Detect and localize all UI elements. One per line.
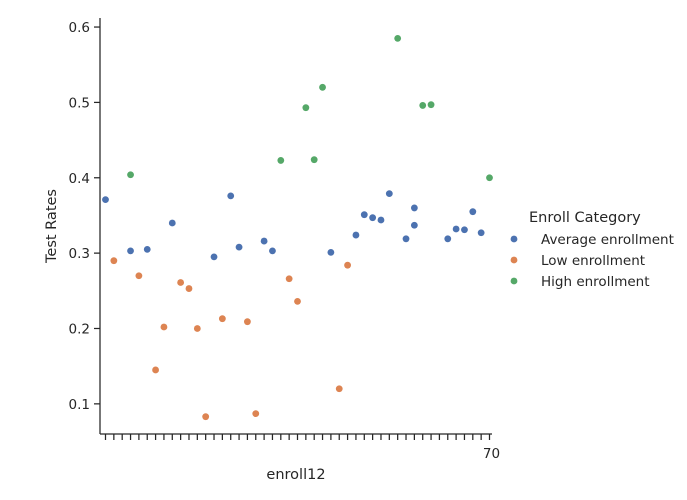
data-point [385, 190, 393, 197]
data-point [102, 196, 109, 204]
data-point [427, 101, 435, 109]
y-axis-title: Test Rates [44, 189, 60, 264]
data-point [477, 229, 485, 237]
data-point [302, 104, 310, 112]
data-point [177, 279, 185, 286]
legend-marker [510, 235, 518, 243]
data-point [352, 231, 360, 239]
legend-title: Enroll Category [529, 210, 641, 226]
data-point [310, 156, 318, 164]
data-point [377, 216, 385, 224]
y-tick-label: 0.4 [69, 171, 90, 187]
data-point [135, 272, 143, 280]
data-point [335, 385, 343, 393]
data-point [160, 323, 168, 331]
data-point [277, 157, 285, 164]
data-point [410, 221, 418, 229]
data-point [260, 237, 268, 245]
data-point [486, 174, 493, 182]
data-point [419, 102, 427, 109]
series-low-enrollment [110, 257, 351, 421]
data-point [410, 204, 418, 212]
series-high-enrollment [127, 34, 493, 182]
data-point [461, 226, 468, 234]
y-tick-label: 0.2 [69, 321, 90, 337]
data-point [127, 171, 134, 179]
data-point [143, 245, 151, 253]
data-point [210, 253, 218, 261]
y-tick-label: 0.5 [69, 95, 90, 111]
data-point [402, 235, 410, 243]
data-point [369, 214, 377, 222]
x-axis-title: enroll12 [266, 467, 325, 483]
data-point [360, 211, 368, 219]
data-point [294, 297, 301, 305]
data-point [252, 410, 260, 418]
data-points [102, 34, 493, 421]
data-point [193, 325, 201, 332]
x-tick-label: 70 [483, 446, 500, 462]
data-point [269, 247, 276, 255]
legend-label: High enrollment [541, 274, 650, 290]
data-point [152, 366, 159, 374]
series-average-enrollment [102, 190, 485, 261]
data-point [452, 225, 460, 233]
x-ticks: 70 [104, 434, 500, 462]
y-tick-label: 0.3 [69, 246, 90, 262]
data-point [394, 34, 402, 42]
legend-marker [510, 277, 518, 285]
data-point [344, 261, 351, 269]
data-point [319, 83, 326, 91]
data-point [444, 235, 452, 243]
y-tick-label: 0.1 [69, 397, 90, 413]
legend-marker [510, 256, 518, 264]
data-point [235, 243, 243, 251]
data-point [327, 248, 335, 256]
data-point [469, 208, 477, 216]
data-point [244, 318, 251, 326]
data-point [202, 413, 210, 421]
data-point [218, 315, 226, 323]
data-point [168, 219, 176, 227]
y-tick-label: 0.6 [69, 20, 90, 36]
y-ticks: 0.1 0.2 0.3 0.4 0.5 0.6 [69, 20, 100, 413]
data-point [185, 285, 193, 292]
legend-label: Low enrollment [541, 253, 645, 269]
data-point [227, 192, 235, 200]
legend-label: Average enrollment [541, 232, 674, 248]
data-point [110, 257, 118, 265]
legend: Enroll Category Average enrollment Low en… [510, 210, 674, 290]
data-point [285, 275, 293, 283]
data-point [127, 247, 134, 255]
